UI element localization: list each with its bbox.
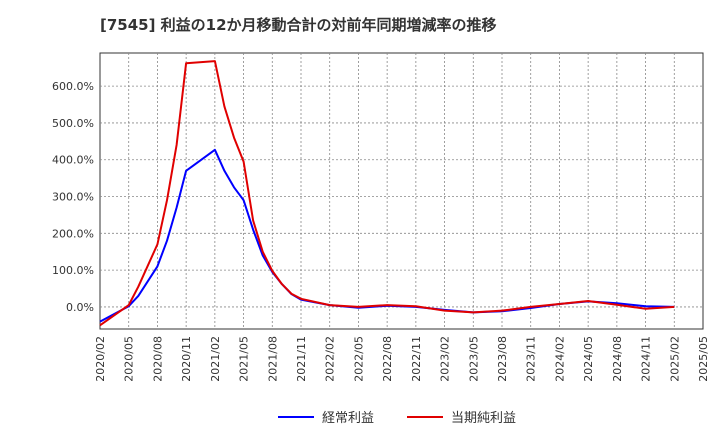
series-lines	[99, 60, 675, 327]
x-tick-label: 2021/05	[238, 336, 251, 382]
x-tick-label: 2024/08	[611, 336, 624, 382]
x-tick-label: 2025/02	[668, 336, 681, 382]
x-tick-label: 2022/11	[410, 336, 423, 382]
plot-area	[99, 52, 704, 330]
y-axis-ticks: 0.0% 100.0% 200.0% 300.0% 400.0% 500.0% 600.0%	[52, 80, 94, 314]
x-tick-label: 2020/11	[180, 336, 193, 382]
x-tick-label: 2023/08	[496, 336, 509, 382]
x-tick-label: 2021/11	[295, 336, 308, 382]
legend-label-2: 当期純利益	[451, 411, 516, 426]
y-tick-label: 600.0%	[52, 80, 94, 93]
y-tick-label: 300.0%	[52, 191, 94, 204]
x-tick-label: 2022/05	[352, 336, 365, 382]
x-tick-label: 2020/02	[94, 336, 107, 382]
series-line-2	[99, 60, 675, 327]
x-tick-label: 2021/02	[209, 336, 222, 382]
legend: 経常利益 当期純利益	[278, 411, 516, 426]
legend-label-1: 経常利益	[322, 411, 374, 426]
x-tick-label: 2020/08	[151, 336, 164, 382]
x-tick-label: 2023/11	[525, 336, 538, 382]
y-tick-label: 400.0%	[52, 154, 94, 167]
x-tick-label: 2020/05	[123, 336, 136, 382]
x-tick-label: 2024/05	[582, 336, 595, 382]
x-tick-label: 2024/11	[640, 336, 653, 382]
x-tick-label: 2023/05	[467, 336, 480, 382]
y-tick-label: 200.0%	[52, 227, 94, 240]
x-tick-label: 2024/02	[553, 336, 566, 382]
x-axis-ticks: 2020/02 2020/05 2020/08 2020/11 2021/02 2021/…	[94, 336, 710, 382]
y-tick-label: 0.0%	[66, 301, 94, 314]
x-tick-label: 2022/02	[324, 336, 337, 382]
plot-background	[99, 52, 704, 330]
x-tick-label: 2021/08	[266, 336, 279, 382]
x-tick-label: 2023/02	[439, 336, 452, 382]
chart-title: [7545] 利益の12か月移動合計の対前年同期増減率の推移	[100, 16, 497, 34]
x-tick-label: 2025/05	[697, 336, 710, 382]
y-tick-label: 100.0%	[52, 264, 94, 277]
grid	[100, 53, 703, 329]
x-tick-label: 2022/08	[381, 336, 394, 382]
y-tick-label: 500.0%	[52, 117, 94, 130]
